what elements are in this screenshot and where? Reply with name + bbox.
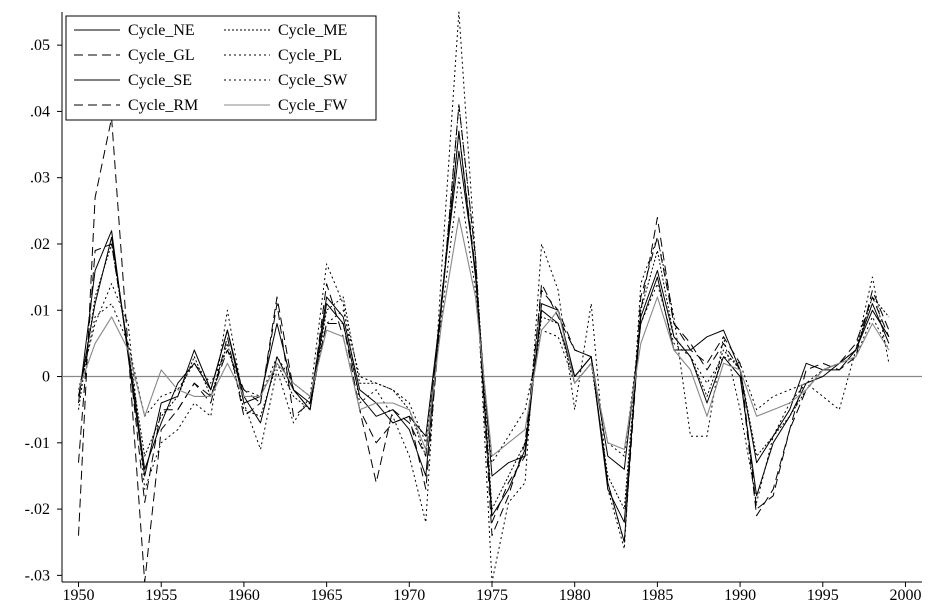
x-tick-label: 1995 [807, 587, 839, 604]
y-tick-label: 0 [42, 369, 50, 386]
legend-label-cycle-sw: Cycle_SW [278, 72, 348, 89]
x-tick-label: 2000 [889, 587, 921, 604]
series-line-cycle-rm [78, 104, 890, 543]
y-tick-label: .02 [30, 236, 50, 253]
series-line-cycle-gl [78, 117, 890, 583]
y-tick-label: .04 [30, 103, 50, 120]
y-tick-label: -.02 [25, 501, 50, 518]
legend-label-cycle-me: Cycle_ME [278, 22, 347, 39]
axes-layer: -.03 -.02 -.01 0 .01 .02 .03 .04 .05 1950 1955 1960… [25, 12, 922, 604]
legend-label-cycle-ne: Cycle_NE [128, 22, 195, 39]
y-tick-label: -.03 [25, 567, 50, 584]
series-line-cycle-me [78, 104, 890, 510]
x-tick-label: 1965 [311, 587, 343, 604]
x-tick-label: 1985 [641, 587, 673, 604]
series-layer [77, 11, 890, 583]
x-tick-label: 1960 [228, 587, 260, 604]
legend: Cycle_NE Cycle_ME Cycle_GL Cycle_PL Cycle_SE… [65, 15, 377, 121]
x-tick-label: 1970 [393, 587, 425, 604]
x-tick-label: 1975 [476, 587, 508, 604]
series-line-cycle-fw [77, 216, 890, 457]
y-tick-label: -.01 [25, 435, 50, 452]
series-line-cycle-se [78, 150, 890, 523]
legend-box [65, 15, 377, 121]
x-tick-label: 1980 [559, 587, 591, 604]
series-line-cycle-ne [78, 130, 890, 477]
legend-label-cycle-rm: Cycle_RM [128, 97, 198, 114]
x-tick-label: 1950 [63, 587, 95, 604]
y-tick-label: .01 [30, 302, 50, 319]
series-line-cycle-pl [78, 177, 890, 464]
legend-label-cycle-se: Cycle_SE [128, 72, 192, 89]
x-tick-label: 1990 [724, 587, 756, 604]
legend-label-cycle-pl: Cycle_PL [278, 47, 342, 64]
legend-label-cycle-gl: Cycle_GL [128, 47, 195, 64]
x-tick-label: 1955 [145, 587, 177, 604]
y-tick-label: .03 [30, 170, 50, 187]
legend-label-cycle-fw: Cycle_FW [278, 97, 348, 114]
y-tick-label: .05 [30, 37, 50, 54]
